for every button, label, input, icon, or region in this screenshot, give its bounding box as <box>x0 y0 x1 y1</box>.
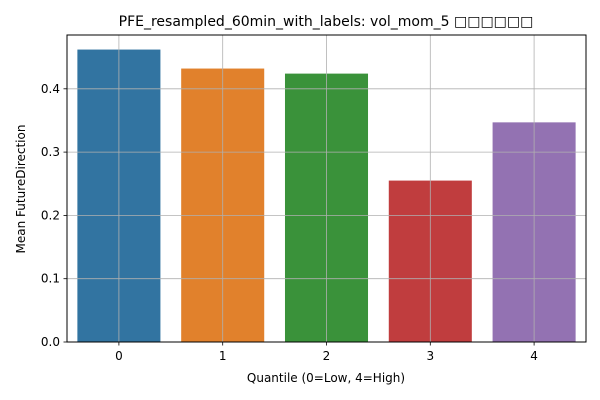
y-tick-label: 0.4 <box>41 82 60 96</box>
x-axis-label: Quantile (0=Low, 4=High) <box>247 371 405 385</box>
y-tick-label: 0.3 <box>41 145 60 159</box>
y-tick-label: 0.0 <box>41 335 60 349</box>
chart-title: PFE_resampled_60min_with_labels: vol_mom… <box>119 14 534 30</box>
x-tick-label: 0 <box>115 349 123 363</box>
x-axis-ticks: 0 1 2 3 4 <box>115 342 538 363</box>
y-axis-ticks: 0.0 0.1 0.2 0.3 0.4 <box>41 82 67 349</box>
x-tick-label: 4 <box>530 349 538 363</box>
y-tick-label: 0.2 <box>41 208 60 222</box>
y-tick-label: 0.1 <box>41 272 60 286</box>
x-tick-label: 1 <box>219 349 227 363</box>
x-tick-label: 2 <box>323 349 331 363</box>
x-tick-label: 3 <box>426 349 434 363</box>
y-axis-label: Mean FutureDirection <box>14 125 28 254</box>
bars-group <box>67 35 586 343</box>
